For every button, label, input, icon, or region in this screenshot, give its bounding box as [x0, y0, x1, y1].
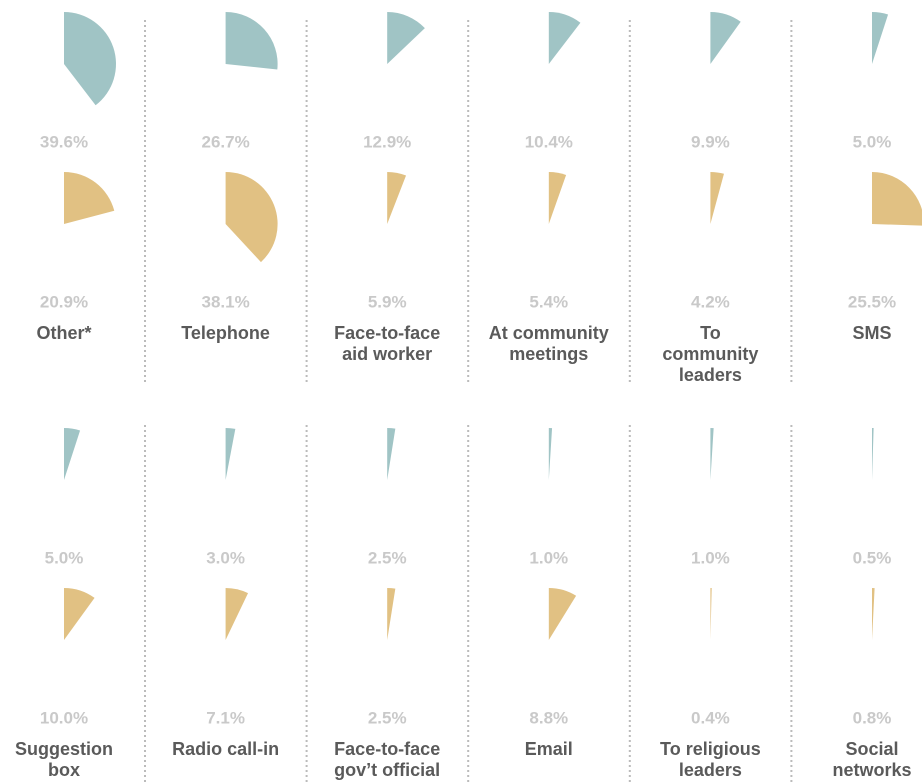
category-label: Social networks	[832, 739, 912, 780]
value-label: 12.9%	[363, 132, 411, 151]
category-label: Telephone	[181, 323, 270, 343]
wedge	[548, 172, 567, 224]
category-label: Radio call-in	[172, 739, 280, 759]
wedge	[225, 12, 278, 70]
value-label: 26.7%	[201, 132, 249, 151]
value-label: 10.0%	[40, 708, 88, 727]
wedge	[548, 428, 553, 480]
wedge	[710, 428, 714, 480]
value-label: 5.9%	[368, 292, 407, 311]
wedge	[225, 172, 278, 263]
value-label: 20.9%	[40, 292, 88, 311]
wedge	[64, 172, 115, 224]
category-label: Email	[524, 739, 573, 759]
category-label: Other*	[36, 323, 92, 343]
category-label: At community meetings	[488, 323, 609, 364]
value-label: 1.0%	[691, 548, 730, 567]
category-label: Face-to-face aid worker	[334, 323, 441, 364]
value-label: 7.1%	[206, 708, 245, 727]
value-label: 5.0%	[853, 132, 892, 151]
wedge	[872, 428, 874, 480]
category-label: To community leaders	[662, 323, 759, 385]
wedge	[387, 428, 396, 480]
wedge	[710, 12, 741, 64]
wedge	[710, 172, 724, 224]
wedge	[225, 428, 236, 480]
value-label: 4.2%	[691, 292, 730, 311]
wedge	[548, 12, 581, 64]
value-label: 8.8%	[529, 708, 568, 727]
wedge	[387, 588, 396, 640]
category-label: To religious leaders	[660, 739, 761, 780]
value-label: 25.5%	[848, 292, 896, 311]
value-label: 0.8%	[853, 708, 892, 727]
category-label: Suggestion box	[15, 739, 113, 780]
wedge	[387, 172, 407, 224]
wedge	[64, 588, 95, 640]
wedge	[710, 588, 712, 640]
value-label: 3.0%	[206, 548, 245, 567]
category-label: SMS	[852, 323, 892, 343]
wedge	[64, 428, 81, 480]
value-label: 5.0%	[45, 548, 84, 567]
wedge	[872, 12, 889, 64]
wedge	[387, 12, 425, 64]
wedge	[225, 588, 249, 640]
value-label: 39.6%	[40, 132, 88, 151]
wedge	[548, 588, 577, 640]
value-label: 9.9%	[691, 132, 730, 151]
category-label: Face-to-face gov’t official	[334, 739, 441, 780]
value-label: 2.5%	[368, 708, 407, 727]
wedge	[872, 172, 922, 226]
wedge	[64, 12, 117, 106]
value-label: 38.1%	[201, 292, 249, 311]
value-label: 10.4%	[525, 132, 573, 151]
value-label: 0.5%	[853, 548, 892, 567]
value-label: 0.4%	[691, 708, 730, 727]
value-label: 5.4%	[529, 292, 568, 311]
wedge	[872, 588, 875, 640]
value-label: 2.5%	[368, 548, 407, 567]
value-label: 1.0%	[529, 548, 568, 567]
